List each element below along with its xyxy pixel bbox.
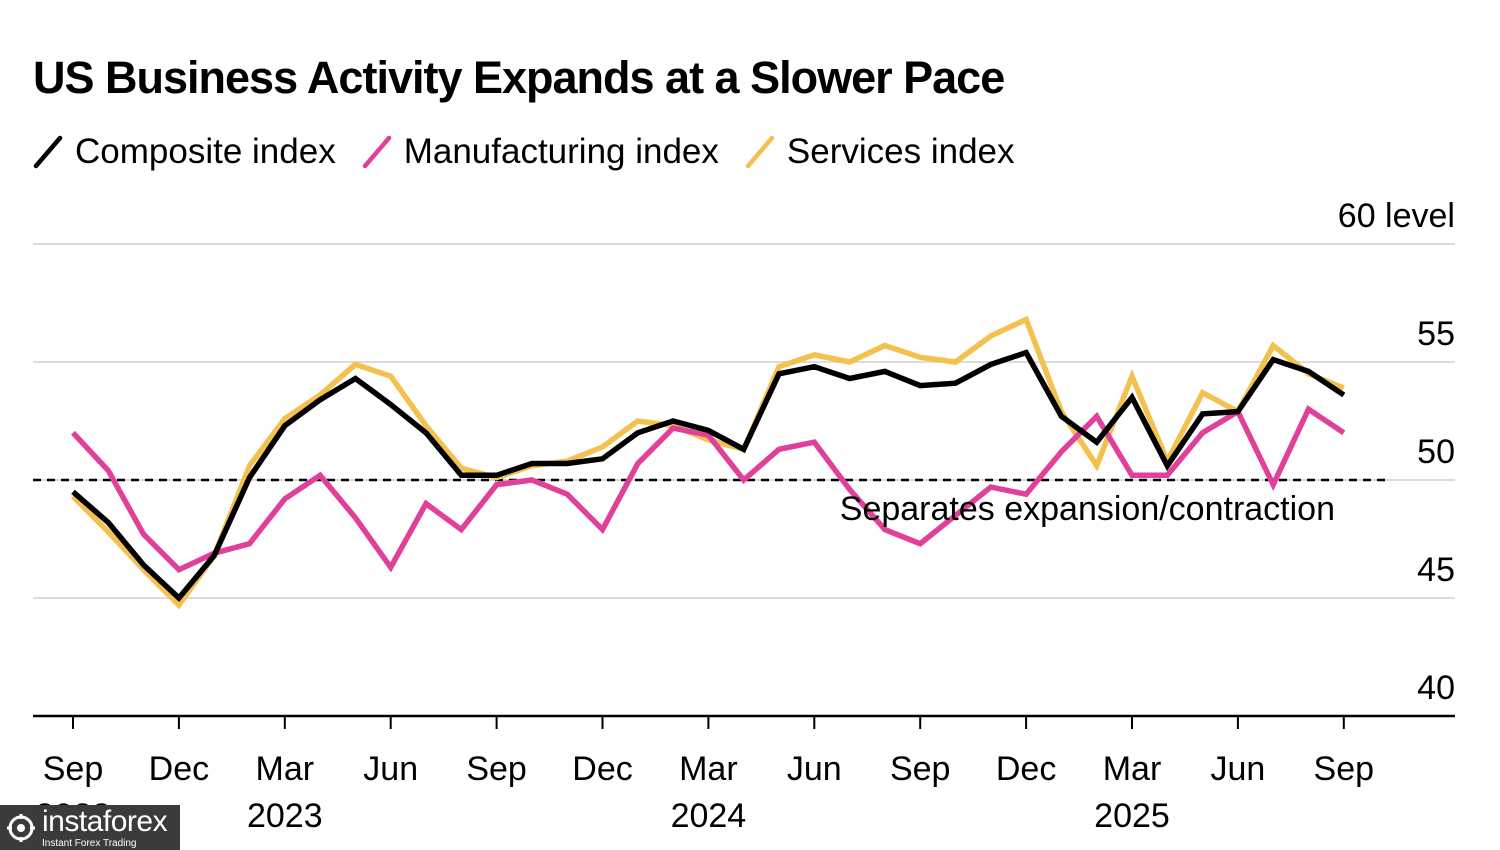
legend: Composite index Manufacturing index Serv…: [33, 130, 1041, 174]
legend-item-manufacturing: Manufacturing index: [362, 132, 719, 172]
series-line-services: [71, 315, 1345, 610]
legend-label-services: Services index: [786, 132, 1015, 171]
x-tick-label-2024-03: Mar: [679, 750, 738, 788]
y-tick-label-55: 55: [1417, 315, 1455, 353]
x-tick-label-2024-12: Dec: [996, 750, 1056, 788]
x-tick-label-2025-06: Jun: [1210, 750, 1265, 788]
legend-swatch-services: [745, 135, 775, 169]
legend-swatch-manufacturing: [362, 135, 391, 169]
x-tick-label-2022-09: Sep: [43, 750, 104, 788]
x-year-label-2023: 2023: [247, 797, 323, 835]
legend-label-composite: Composite index: [75, 132, 336, 171]
x-tick-label-2024-06: Jun: [787, 750, 842, 788]
legend-swatch-composite: [33, 135, 63, 169]
x-year-label-2025: 2025: [1094, 797, 1170, 835]
watermark: instaforex Instant Forex Trading: [0, 805, 180, 850]
watermark-tagline: Instant Forex Trading: [42, 837, 137, 849]
x-tick-label-2023-06: Jun: [363, 750, 418, 788]
legend-label-manufacturing: Manufacturing index: [403, 132, 719, 171]
x-tick-label-2023-09: Sep: [466, 750, 527, 788]
series-line-manufacturing: [70, 405, 1346, 574]
x-tick-label-2023-12: Dec: [572, 750, 632, 788]
x-tick-label-2024-09: Sep: [890, 750, 951, 788]
x-tick-label-2025-09: Sep: [1314, 750, 1375, 788]
y-tick-label-50: 50: [1417, 433, 1455, 471]
x-tick-label-2022-12: Dec: [149, 750, 209, 788]
watermark-name: instaforex: [42, 804, 168, 838]
legend-item-composite: Composite index: [33, 132, 336, 172]
x-tick-label-2025-03: Mar: [1103, 750, 1162, 788]
y-tick-label-40: 40: [1417, 669, 1455, 707]
series-line-composite: [71, 349, 1346, 603]
y-tick-label-45: 45: [1417, 551, 1455, 589]
legend-item-services: Services index: [745, 132, 1015, 172]
x-tick-label-2023-03: Mar: [256, 750, 315, 788]
x-year-label-2024: 2024: [671, 797, 747, 835]
reference-line-label: Separates expansion/contraction: [840, 490, 1335, 528]
chart-title: US Business Activity Expands at a Slower…: [33, 52, 1005, 103]
instaforex-logo-icon: [7, 813, 35, 842]
y-tick-label-60: 60 level: [1338, 197, 1455, 235]
